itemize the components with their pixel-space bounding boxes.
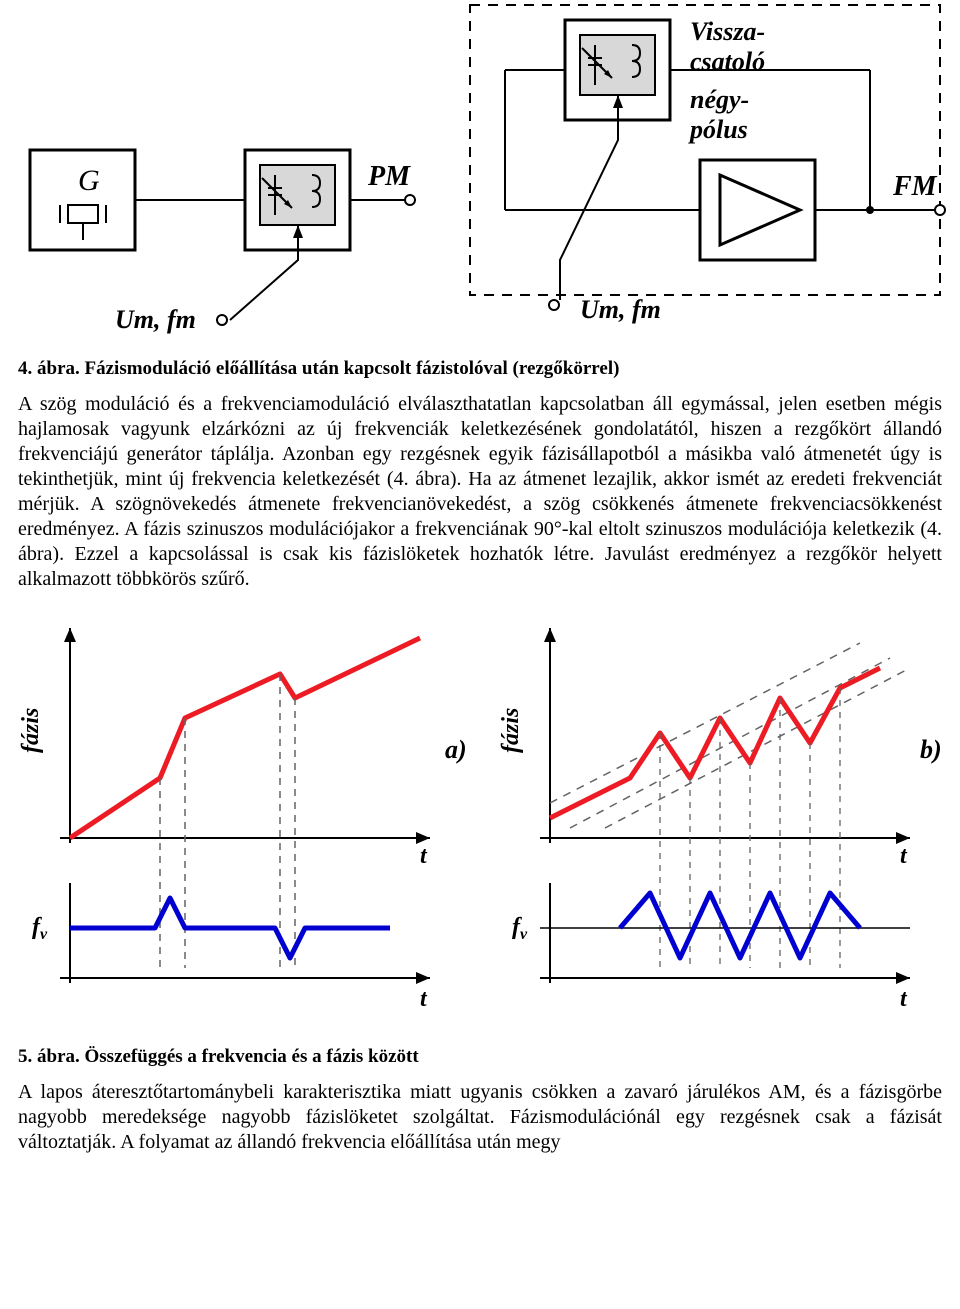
figure-4-caption: 4. ábra. Fázismoduláció előállítása után… — [0, 358, 960, 380]
svg-text:b): b) — [920, 735, 942, 764]
phase-shifter-block-left — [230, 150, 350, 320]
svg-text:t: t — [420, 986, 428, 1012]
svg-text:négy-: négy- — [690, 85, 749, 114]
phase-shifter-block-right — [560, 20, 670, 300]
paragraph-2: A lapos áteresztőtartománybeli karakteri… — [0, 1080, 960, 1155]
svg-text:G: G — [78, 164, 100, 197]
figure-5-caption: 5. ábra. Összefüggés a frekvencia és a f… — [0, 1046, 960, 1068]
svg-text:t: t — [900, 986, 908, 1012]
svg-text:fv: fv — [512, 914, 528, 943]
figure-4-block-diagram: G PM — [0, 0, 960, 340]
svg-text:a): a) — [445, 735, 467, 764]
generator-block: G — [30, 150, 135, 250]
svg-text:Um, fm: Um, fm — [580, 295, 661, 324]
svg-text:FM: FM — [892, 171, 938, 202]
figure-4-svg: G PM — [0, 0, 960, 340]
svg-text:Vissza-: Vissza- — [690, 17, 765, 46]
svg-text:pólus: pólus — [688, 115, 748, 144]
figure-5-phase-frequency: fázis t fv t a) — [0, 608, 960, 1028]
svg-text:fázis: fázis — [498, 708, 524, 753]
svg-text:t: t — [900, 843, 908, 869]
paragraph-1: A szög moduláció és a frekvenciamoduláci… — [0, 392, 960, 592]
svg-text:fázis: fázis — [18, 708, 44, 753]
amplifier-block — [700, 160, 815, 260]
svg-text:PM: PM — [367, 161, 411, 192]
svg-text:t: t — [420, 843, 428, 869]
svg-text:csatoló: csatoló — [690, 47, 765, 76]
svg-text:fv: fv — [32, 914, 48, 943]
svg-text:Um, fm: Um, fm — [115, 305, 196, 334]
figure-5-svg: fázis t fv t a) — [0, 608, 960, 1028]
